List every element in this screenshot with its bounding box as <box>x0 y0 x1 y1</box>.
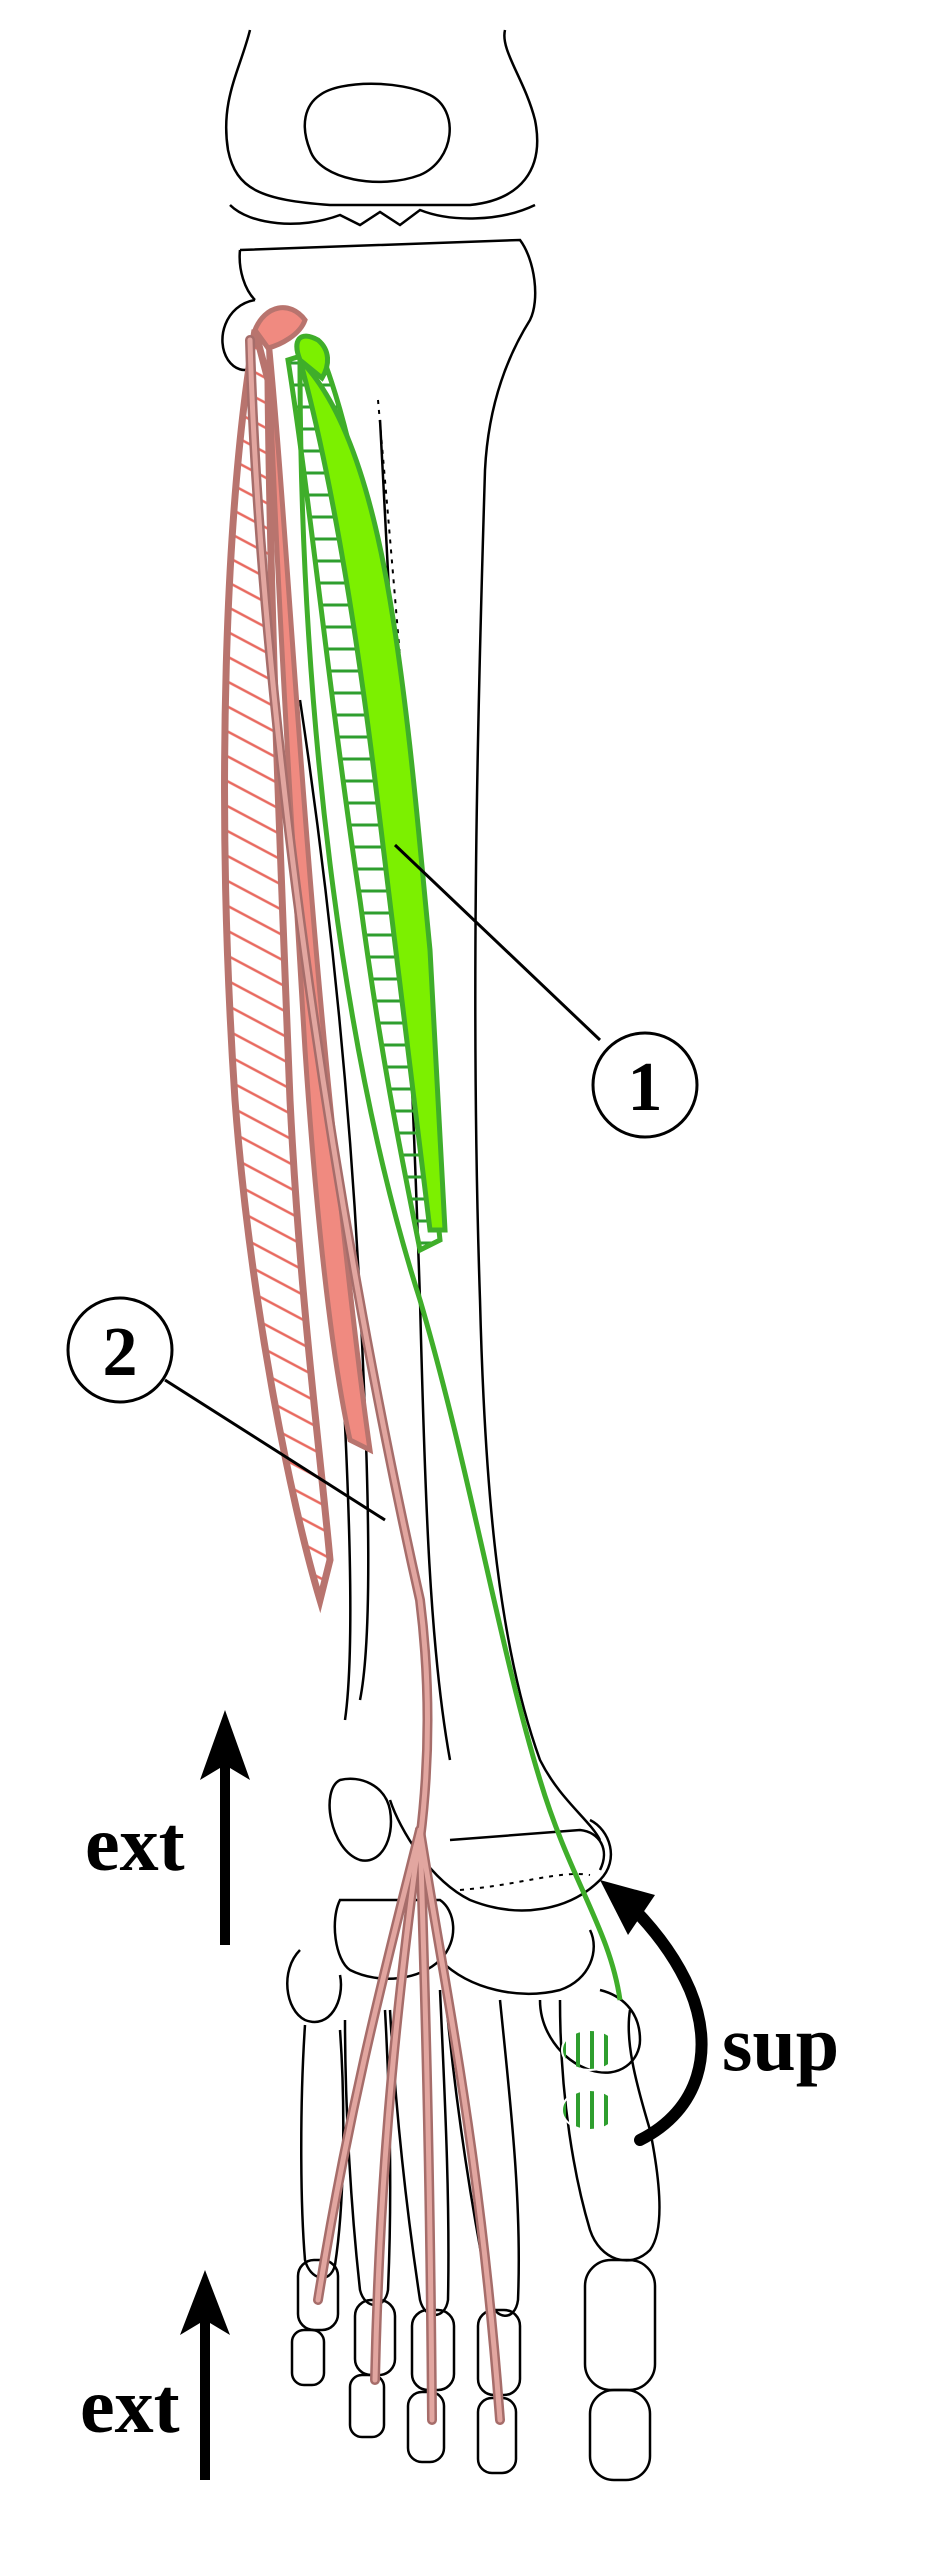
green-tendon <box>297 359 623 2001</box>
ext-arrow-lower <box>180 2270 230 2480</box>
tibialis-anterior-muscle <box>285 333 448 1254</box>
patella-outline <box>303 82 451 184</box>
marker-2-text: 2 <box>103 1314 138 1391</box>
extensor-digitorum-muscle <box>221 305 374 1614</box>
marker-2: 2 <box>66 1296 174 1404</box>
leader-lines <box>164 843 602 1522</box>
ext-arrow-upper <box>200 1710 250 1945</box>
ext-label-upper: ext <box>85 1800 185 1887</box>
leader-line-1 <box>393 843 602 1042</box>
marker-1-text: 1 <box>628 1049 663 1126</box>
lateral-malleolus <box>328 1777 393 1862</box>
leader-line-2 <box>164 1378 386 1522</box>
sup-label: sup <box>722 2000 839 2087</box>
ext-label-lower: ext <box>80 2362 180 2449</box>
dotted-line-tibia <box>377 399 591 1891</box>
red-tendons-fill <box>247 337 503 2423</box>
hallux-insertion-marks <box>561 2029 619 2131</box>
marker-1: 1 <box>591 1031 699 1139</box>
phalanges-outline <box>290 2258 657 2482</box>
femur-knee-outline <box>224 29 539 227</box>
sup-arrow <box>600 1880 708 2146</box>
